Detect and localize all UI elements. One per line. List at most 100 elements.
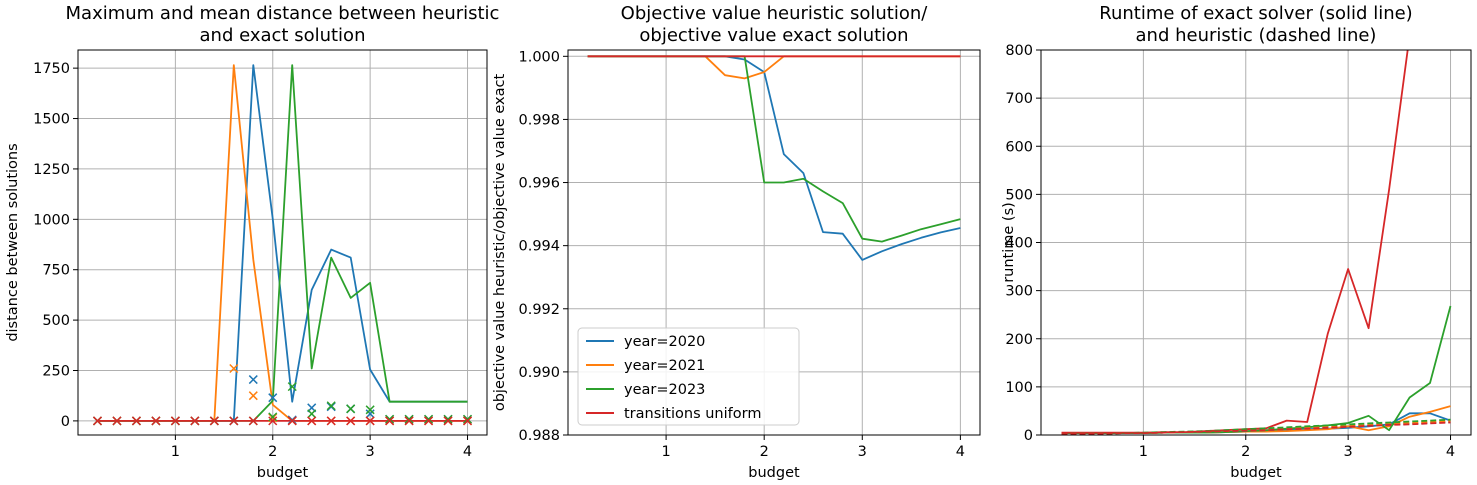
x-axis-label: budget [257,465,309,481]
data-marker [170,416,180,426]
data-marker [209,416,219,426]
plot-frame [567,49,981,436]
chart-title-line-1: Maximum and mean distance between heuris… [66,3,500,24]
y-tick-label: 1.000 [518,49,560,65]
y-tick-label: 0 [1024,428,1033,444]
y-tick-label: 1000 [33,212,70,228]
data-marker [248,391,258,401]
data-marker [424,414,434,424]
chart-panel-1: 1 2 3 4 0 250 500 750 1000 1250 1500 1750 Maximum an… [5,3,499,481]
y-tick-label: 750 [42,263,70,279]
y-tick-label: 0.990 [518,365,560,381]
data-marker [346,404,356,414]
y-tick-label: 0.996 [518,176,560,192]
data-marker [268,393,278,403]
data-marker [385,414,395,424]
data-marker [365,416,375,426]
data-marker [229,416,239,426]
data-marker [268,416,278,426]
y-tick-label: 100 [1005,380,1033,396]
data-marker [190,416,200,426]
y-axis-label: objective value heuristic/objective valu… [492,74,508,412]
data-marker [268,412,278,422]
chart-title-line-2: and heuristic (dashed line) [1136,25,1377,46]
y-tick-label: 1250 [33,162,70,178]
y-tick-label: 300 [1005,284,1033,300]
y-tick-label: 600 [1005,139,1033,155]
data-marker [462,416,473,426]
series-line-transitions-uniform [1061,421,1451,435]
x-axis-label: budget [748,465,800,481]
y-tick-label: 200 [1005,332,1033,348]
y-axis-label: runtime (s) [1001,202,1017,283]
x-tick-label: 3 [366,444,375,460]
data-marker [307,409,317,419]
data-marker [443,416,453,426]
data-marker [287,382,297,392]
x-tick-label: 1 [1139,444,1148,460]
data-marker [151,416,161,426]
y-tick-label: 0.998 [518,112,560,128]
legend-label: year=2023 [624,382,705,398]
x-tick-label: 4 [1446,444,1455,460]
data-marker [346,416,356,426]
data-marker [92,416,103,426]
data-marker [365,405,375,415]
series-line-year-2023 [1061,305,1452,435]
data-marker [287,416,297,426]
chart-title-line-1: Runtime of exact solver (solid line) [1099,3,1412,24]
legend-label: year=2020 [624,334,705,350]
y-tick-label: 1750 [33,61,70,77]
data-marker [326,416,336,426]
data-marker [462,414,473,424]
data-marker [248,416,258,426]
y-axis-label: distance between solutions [5,143,21,341]
y-tick-label: 500 [1005,187,1033,203]
y-tick-label: 800 [1005,43,1033,59]
data-marker [404,416,414,426]
x-tick-label: 2 [760,444,769,460]
x-axis-label: budget [1230,465,1282,481]
y-tick-label: 0.992 [518,302,560,318]
x-tick-label: 3 [1344,444,1353,460]
plot-area [1061,50,1452,435]
data-marker [248,375,258,385]
x-tick-label: 3 [858,444,867,460]
data-marker [326,401,336,411]
data-marker [443,414,453,424]
chart-title-line-2: and exact solution [200,25,366,46]
data-marker [307,416,317,426]
y-tick-label: 700 [1005,91,1033,107]
y-tick-label: 0.994 [518,239,560,255]
chart-panel-3: 1 2 3 4 0 100 200 300 400 500 600 700 800 Runtime of … [1001,3,1472,481]
plot-area [92,64,473,426]
legend-label: transitions uniform [624,406,761,422]
y-tick-label: 0 [61,414,70,430]
data-marker [385,416,395,426]
series-line-year-2020 [587,55,961,261]
series-line-year-2023 [587,55,961,243]
plot-frame [77,49,488,436]
plot-area [587,55,961,261]
data-marker [424,416,434,426]
x-tick-label: 1 [171,444,180,460]
data-marker [365,409,375,419]
y-tick-label: 400 [1005,236,1033,252]
x-tick-label: 2 [1241,444,1250,460]
y-tick-label: 250 [42,363,70,379]
series-line-transitions-uniform [1061,50,1409,434]
legend-box [577,327,800,426]
data-marker [404,414,414,424]
x-tick-label: 1 [661,444,670,460]
data-marker [112,416,122,426]
x-tick-label: 2 [268,444,277,460]
series-line-year-2021 [587,55,961,80]
legend-label: year=2021 [624,358,705,374]
chart-title-line-2: objective value exact solution [639,25,908,46]
y-tick-label: 0.988 [518,428,560,444]
y-tick-label: 500 [42,313,70,329]
x-tick-label: 4 [956,444,965,460]
y-tick-label: 1500 [33,112,70,128]
chart-panel-2: 1 2 3 4 0.988 0.990 0.992 0.994 0.996 0.998 1.000 O… [492,3,981,481]
